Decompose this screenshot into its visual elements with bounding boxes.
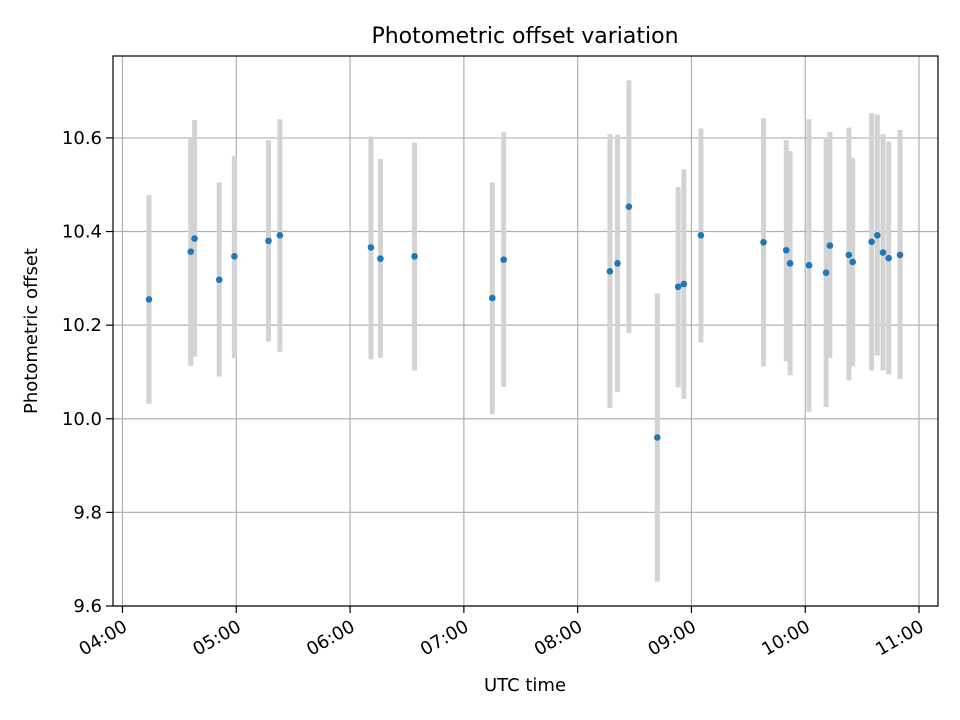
plot-frame	[112, 55, 939, 607]
x-axis-label: UTC time	[484, 675, 566, 696]
data-point	[187, 248, 195, 255]
data-point	[674, 283, 682, 291]
data-point	[654, 434, 661, 441]
data-point	[885, 254, 892, 262]
data-point	[265, 237, 272, 245]
data-point	[805, 261, 813, 269]
data-point	[849, 258, 856, 266]
data-point	[879, 249, 887, 256]
y-tick-label: 9.8	[73, 502, 102, 523]
data-point	[191, 235, 198, 242]
data-point	[680, 280, 688, 288]
y-tick-label: 10.2	[62, 315, 102, 336]
data-point	[367, 244, 375, 251]
data-point	[625, 203, 633, 211]
chart-title: Photometric offset variation	[371, 24, 678, 49]
data-point	[822, 269, 830, 277]
data-point	[896, 251, 904, 259]
data-point	[786, 260, 794, 267]
data-point	[782, 246, 790, 254]
data-point	[826, 242, 834, 249]
y-tick-label: 10.6	[62, 128, 102, 149]
y-tick-label: 10.0	[62, 409, 102, 430]
y-tick-label: 10.4	[62, 222, 102, 243]
y-axis: 9.6 9.8 10.0 10.2 10.4 10.6	[62, 128, 113, 617]
data-point	[845, 251, 853, 259]
data-point	[215, 276, 223, 284]
data-points	[145, 203, 904, 441]
data-point	[276, 231, 284, 239]
data-point	[489, 294, 496, 302]
data-point	[868, 238, 875, 246]
data-point	[411, 253, 418, 260]
data-point	[606, 268, 614, 275]
data-point	[760, 238, 767, 246]
data-point	[377, 255, 384, 262]
y-tick-label: 9.6	[73, 596, 102, 617]
data-point	[145, 296, 153, 303]
data-point	[697, 231, 705, 239]
data-point	[231, 253, 238, 260]
data-point	[614, 260, 621, 267]
data-point	[500, 256, 507, 263]
grid	[113, 56, 938, 607]
y-axis-label: Photometric offset	[21, 248, 42, 414]
data-point	[874, 231, 881, 239]
